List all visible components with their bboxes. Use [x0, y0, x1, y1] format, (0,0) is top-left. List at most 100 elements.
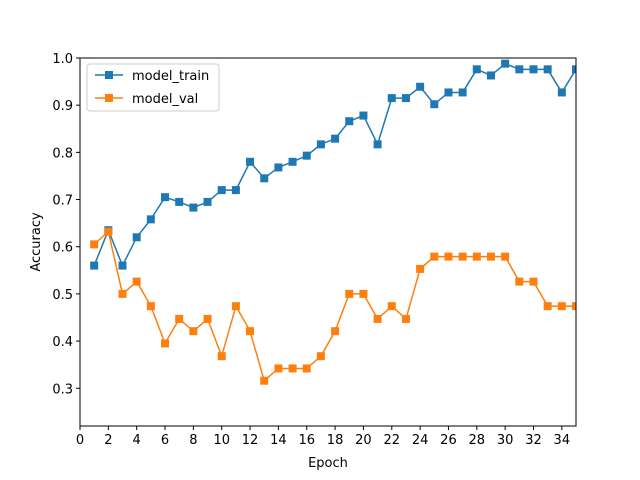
- series-layer: [90, 59, 576, 385]
- data-point-model-val: [331, 327, 340, 336]
- data-point-model-train: [118, 261, 127, 270]
- data-point-model-train: [260, 174, 269, 183]
- data-point-model-train: [217, 186, 226, 195]
- data-point-model-val: [104, 227, 113, 236]
- x-tick-label: 34: [554, 433, 571, 448]
- x-tick-label: 20: [355, 433, 372, 448]
- data-point-model-val: [260, 376, 269, 385]
- data-point-model-train: [501, 59, 510, 68]
- data-point-model-val: [472, 252, 481, 261]
- data-point-model-val: [387, 302, 396, 311]
- data-point-model-train: [345, 117, 354, 126]
- data-point-model-train: [288, 157, 297, 166]
- data-point-model-train: [416, 82, 425, 91]
- data-point-model-val: [458, 252, 467, 261]
- data-point-model-val: [543, 302, 552, 311]
- data-point-model-val: [246, 327, 255, 336]
- y-axis-label: Accuracy: [29, 212, 44, 272]
- data-point-model-val: [316, 352, 325, 361]
- data-point-model-val: [175, 314, 184, 323]
- data-point-model-train: [529, 65, 538, 74]
- legend-item-model-val: model_val: [95, 92, 198, 107]
- data-point-model-val: [146, 302, 155, 311]
- data-point-model-train: [203, 197, 212, 206]
- x-tick-label: 28: [469, 433, 486, 448]
- data-point-model-val: [203, 314, 212, 323]
- data-point-model-train: [401, 94, 410, 103]
- data-point-model-train: [146, 215, 155, 224]
- y-tick-label: 0.9: [52, 99, 73, 114]
- y-tick-label: 0.5: [52, 288, 73, 303]
- x-tick-label: 2: [104, 433, 112, 448]
- x-tick-label: 8: [189, 433, 197, 448]
- x-tick-label: 26: [440, 433, 457, 448]
- data-point-model-val: [274, 364, 283, 373]
- data-point-model-val: [231, 302, 240, 311]
- data-point-model-val: [416, 264, 425, 273]
- data-point-model-val: [161, 339, 170, 348]
- data-point-model-val: [118, 289, 127, 298]
- data-point-model-train: [316, 140, 325, 149]
- data-point-model-val: [572, 302, 576, 311]
- data-point-model-val: [515, 277, 524, 286]
- data-point-model-train: [486, 71, 495, 80]
- x-tick-label: 22: [383, 433, 400, 448]
- legend-label-model-train: model_train: [132, 69, 209, 84]
- data-point-model-val: [486, 252, 495, 261]
- legend: model_train model_val: [86, 63, 220, 112]
- data-point-model-train: [274, 163, 283, 172]
- data-point-model-train: [472, 65, 481, 74]
- data-point-model-train: [515, 65, 524, 74]
- data-point-model-val: [302, 364, 311, 373]
- data-point-model-train: [331, 134, 340, 143]
- legend-marker-model-val: [105, 94, 113, 102]
- data-point-model-train: [132, 233, 141, 242]
- x-tick-label: 18: [327, 433, 344, 448]
- y-tick-label: 0.7: [52, 194, 73, 209]
- data-point-model-train: [543, 65, 552, 74]
- x-tick-label: 14: [270, 433, 287, 448]
- data-point-model-train: [444, 88, 453, 97]
- data-point-model-val: [501, 252, 510, 261]
- data-point-model-val: [345, 289, 354, 298]
- data-point-model-val: [132, 277, 141, 286]
- data-point-model-val: [359, 289, 368, 298]
- x-axis-label: Epoch: [308, 456, 348, 471]
- x-tick-label: 30: [497, 433, 514, 448]
- x-tick-label: 10: [213, 433, 230, 448]
- data-point-model-train: [373, 140, 382, 149]
- data-point-model-val: [529, 277, 538, 286]
- data-point-model-val: [90, 240, 99, 249]
- x-tick-label: 4: [133, 433, 141, 448]
- data-point-model-train: [90, 261, 99, 270]
- data-point-model-train: [246, 157, 255, 166]
- legend-item-model-train: model_train: [95, 69, 209, 84]
- data-point-model-train: [572, 65, 576, 74]
- data-point-model-train: [231, 186, 240, 195]
- x-tick-label: 0: [76, 433, 84, 448]
- plot-frame: [79, 57, 577, 427]
- x-tick-label: 24: [412, 433, 429, 448]
- x-tick-label: 16: [298, 433, 315, 448]
- data-point-model-train: [430, 100, 439, 109]
- data-point-model-val: [401, 314, 410, 323]
- data-point-model-val: [189, 327, 198, 336]
- data-point-model-train: [175, 197, 184, 206]
- y-tick-label: 1.0: [52, 52, 73, 67]
- y-tick-label: 0.6: [52, 241, 73, 256]
- data-point-model-train: [458, 88, 467, 97]
- data-point-model-val: [430, 252, 439, 261]
- data-point-model-train: [387, 94, 396, 103]
- x-tick-label: 12: [242, 433, 259, 448]
- data-point-model-train: [189, 203, 198, 212]
- y-tick-label: 0.8: [52, 146, 73, 161]
- y-axis-ticks: 0.3 0.4 0.5 0.6 0.7 0.8 0.9 1.0: [52, 52, 80, 397]
- data-point-model-train: [161, 193, 170, 202]
- x-axis-ticks: 0 2 4 6 8 10 12 14 16 18 20 22 24 26 28 30 32 34: [76, 426, 570, 448]
- data-point-model-train: [302, 151, 311, 160]
- data-point-model-train: [557, 88, 566, 97]
- legend-marker-model-train: [105, 71, 113, 79]
- data-point-model-val: [217, 352, 226, 361]
- data-point-model-train: [359, 111, 368, 120]
